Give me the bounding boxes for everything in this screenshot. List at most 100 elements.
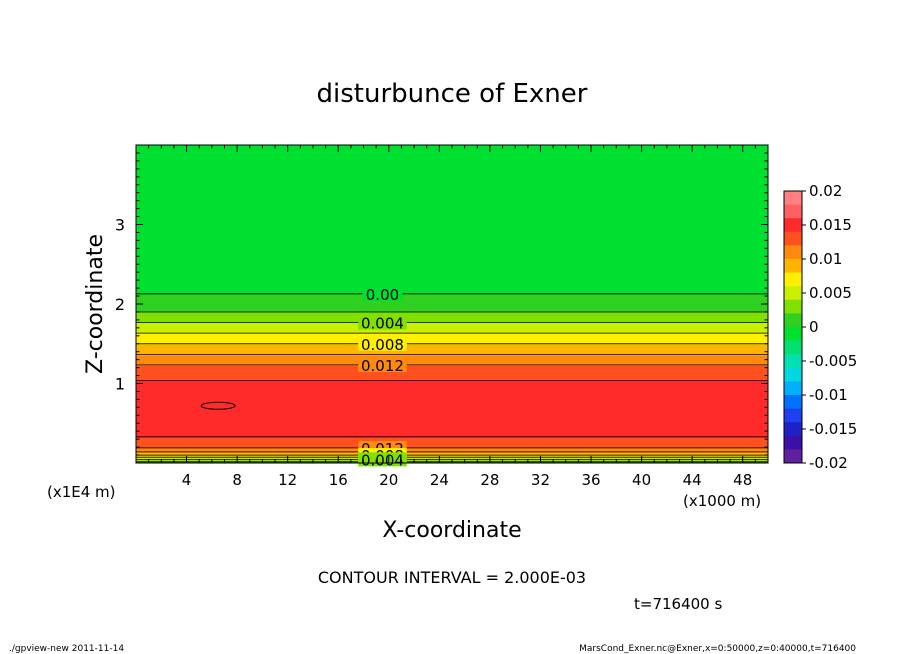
contour-band: [136, 382, 768, 384]
contour-band: [136, 328, 768, 330]
contour-band: [136, 434, 768, 437]
contour-band: [136, 368, 768, 371]
contour-band: [136, 254, 768, 257]
colorbar-tick-label: -0.02: [809, 454, 848, 472]
contour-band: [136, 301, 768, 303]
y-tick-label: 1: [115, 375, 125, 394]
x-tick-label: 16: [329, 471, 348, 489]
colorbar-segment: [784, 313, 802, 328]
colorbar-tick-label: 0.005: [809, 284, 852, 302]
contour-band: [136, 241, 768, 243]
contour-band: [136, 389, 768, 392]
colorbar-segment: [784, 191, 802, 206]
contour-band: [136, 175, 768, 177]
contour-band: [136, 323, 768, 326]
contour-band: [136, 448, 768, 450]
colorbar: 0.02 0.015 0.01 0.005 0 -0.005 -0.01 -0.015 -0.0…: [783, 182, 857, 472]
contour-label: 0.008: [361, 336, 404, 354]
contour-band: [136, 449, 768, 452]
contour-band: [136, 176, 768, 179]
contour-band: [136, 314, 768, 317]
contour-band: [136, 187, 768, 189]
contour-band: [136, 442, 768, 444]
contour-band: [136, 406, 768, 408]
colorbar-segment: [784, 449, 802, 464]
contour-band: [136, 149, 768, 152]
colorbar-segment: [784, 408, 802, 423]
contour-band: [136, 292, 768, 294]
colorbar-segment: [784, 435, 802, 450]
contour-label: 0.004: [361, 315, 404, 333]
contour-band: [136, 346, 768, 348]
contour-band: [136, 265, 768, 267]
contour-band: [136, 170, 768, 173]
contour-band: [136, 247, 768, 249]
contour-band: [136, 286, 768, 288]
contour-band: [136, 410, 768, 413]
colorbar-segment: [784, 340, 802, 355]
contour-band: [136, 197, 768, 200]
contour-band: [136, 338, 768, 341]
contour-band: [136, 412, 768, 414]
contour-band: [136, 281, 768, 284]
contour-band: [136, 415, 768, 417]
contour-band: [136, 308, 768, 311]
y-axis-ticks: 1 2 3: [115, 144, 768, 464]
colorbar-segment: [784, 218, 802, 233]
contour-band: [136, 337, 768, 339]
contour-band: [136, 331, 768, 333]
x-tick-label: 24: [430, 471, 449, 489]
contour-band: [136, 383, 768, 386]
x-tick-label: 44: [683, 471, 702, 489]
contour-band: [136, 256, 768, 258]
contour-band: [136, 362, 768, 365]
contour-band: [136, 376, 768, 378]
contour-band: [136, 260, 768, 263]
contour-band: [136, 298, 768, 300]
contour-band: [136, 359, 768, 362]
contour-band: [136, 455, 768, 458]
contour-band: [136, 304, 768, 306]
colorbar-tick-label: 0.02: [809, 182, 842, 200]
colorbar-segment: [784, 286, 802, 301]
contour-band: [136, 355, 768, 357]
contour-band: [136, 302, 768, 305]
contour-band: [136, 395, 768, 398]
contour-band: [136, 401, 768, 404]
contour-band: [136, 379, 768, 381]
contour-band: [136, 184, 768, 186]
contour-band: [136, 232, 768, 234]
contour-band: [136, 289, 768, 291]
contour-band: [136, 424, 768, 426]
contour-band: [136, 316, 768, 318]
contour-band: [136, 422, 768, 425]
contour-band: [136, 182, 768, 185]
contour-band: [136, 212, 768, 215]
colorbar-tick-label: -0.01: [809, 386, 848, 404]
contour-fill: [136, 145, 768, 464]
contour-band: [136, 421, 768, 423]
contour-band: [136, 217, 768, 219]
contour-band: [136, 307, 768, 309]
contour-band: [136, 374, 768, 377]
contour-band: [136, 233, 768, 236]
contour-band: [136, 196, 768, 198]
contour-band: [136, 275, 768, 278]
contour-band: [136, 349, 768, 351]
contour-band: [136, 230, 768, 233]
contour-band: [136, 295, 768, 297]
contour-band: [136, 407, 768, 410]
contour-band: [136, 386, 768, 389]
contour-band: [136, 445, 768, 447]
colorbar-segment: [784, 422, 802, 437]
colorbar-segment: [784, 231, 802, 246]
contour-band: [136, 335, 768, 338]
contour-band: [136, 367, 768, 369]
contour-band: [136, 287, 768, 290]
contour-band: [136, 244, 768, 246]
contour-band: [136, 259, 768, 261]
contour-band: [136, 263, 768, 266]
time-text: t=716400 s: [634, 595, 722, 613]
contour-band: [136, 239, 768, 242]
